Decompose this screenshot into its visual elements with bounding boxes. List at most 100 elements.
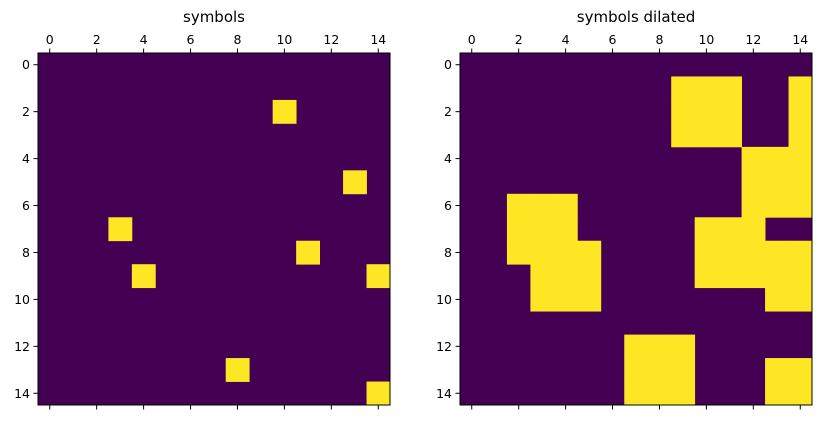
heatmap-cell <box>788 287 813 312</box>
x-tick-label: 2 <box>93 32 101 47</box>
heatmap-cell <box>694 99 719 124</box>
heatmap-cell <box>530 240 555 265</box>
y-tick-label: 0 <box>22 57 30 72</box>
y-tick-label: 8 <box>22 245 30 260</box>
heatmap-cell <box>225 358 250 382</box>
heatmap-cell <box>624 358 649 382</box>
x-tick-label: 6 <box>187 32 195 47</box>
heatmap-cell <box>577 287 602 312</box>
y-tick-label: 2 <box>444 104 452 119</box>
heatmap-cell <box>671 99 696 124</box>
heatmap-cell <box>765 146 789 171</box>
heatmap-cell <box>788 240 813 265</box>
heatmap-cell <box>530 264 555 289</box>
heatmap-cell <box>788 381 813 406</box>
heatmap-cell <box>788 193 813 218</box>
x-tick-label: 4 <box>140 32 148 47</box>
y-tick-label: 4 <box>22 151 30 166</box>
heatmap-cell <box>765 193 789 218</box>
x-tick-label: 14 <box>792 32 808 47</box>
heatmap-cell <box>530 217 555 242</box>
heatmap-cell <box>506 217 531 242</box>
heatmap-cell <box>765 381 789 406</box>
heatmap-cell <box>553 193 578 218</box>
heatmap-cell <box>553 217 578 242</box>
y-tick-label: 4 <box>444 151 452 166</box>
x-tick-label: 8 <box>233 32 241 47</box>
x-tick-label: 12 <box>745 32 761 47</box>
heatmap-cell <box>530 193 555 218</box>
y-tick-label: 6 <box>444 198 452 213</box>
heatmap-background <box>38 53 390 405</box>
heatmap-cell <box>131 264 156 289</box>
x-tick-label: 10 <box>276 32 292 47</box>
chart-title-symbols-dilated: symbols dilated <box>577 8 695 26</box>
y-tick-label: 6 <box>22 198 30 213</box>
heatmap-cell <box>694 123 719 148</box>
heatmap-cell <box>718 99 742 124</box>
heatmap-cell <box>741 240 766 265</box>
y-tick-label: 14 <box>14 386 30 401</box>
heatmap-cell <box>671 76 696 101</box>
heatmap-cell <box>647 358 672 382</box>
heatmap-cell <box>694 264 719 289</box>
heatmap-cell <box>647 334 672 359</box>
heatmap-cell <box>694 76 719 101</box>
heatmap-cell <box>553 287 578 312</box>
heatmap-cell <box>788 99 813 124</box>
heatmap-cell <box>671 358 696 382</box>
heatmap-cell <box>765 170 789 195</box>
heatmap-cell <box>741 193 766 218</box>
heatmap-cell <box>553 264 578 289</box>
heatmap-cell <box>272 99 297 124</box>
y-tick-label: 12 <box>436 339 452 354</box>
x-tick-label: 4 <box>562 32 570 47</box>
x-tick-label: 10 <box>698 32 714 47</box>
y-tick-label: 12 <box>14 339 30 354</box>
chart-title-symbols: symbols <box>183 8 245 26</box>
y-tick-label: 0 <box>444 57 452 72</box>
heatmap-cell <box>765 264 789 289</box>
heatmap-cell <box>671 334 696 359</box>
y-tick-label: 10 <box>436 292 452 307</box>
y-tick-label: 14 <box>436 386 452 401</box>
heatmap-panel-symbols: symbols 0 2 4 6 8 10 12 14 0 2 4 6 8 10 12 14 <box>14 8 391 410</box>
heatmap-cell <box>788 146 813 171</box>
heatmap-cell <box>530 287 555 312</box>
heatmap-cell <box>647 381 672 406</box>
heatmap-cell <box>788 123 813 148</box>
heatmap-cell <box>366 381 391 406</box>
heatmap-cell <box>577 264 602 289</box>
heatmap-cell <box>343 170 367 195</box>
x-tick-label: 2 <box>515 32 523 47</box>
heatmap-cell <box>108 217 133 242</box>
heatmap-cell <box>765 358 789 382</box>
heatmap-cell <box>366 264 391 289</box>
heatmap-cell <box>788 264 813 289</box>
heatmap-cell <box>694 240 719 265</box>
y-tick-label: 8 <box>444 245 452 260</box>
x-tick-label: 12 <box>323 32 339 47</box>
heatmap-cell <box>694 217 719 242</box>
heatmap-cell <box>741 146 766 171</box>
heatmap-cell <box>718 76 742 101</box>
heatmap-cell <box>788 170 813 195</box>
plot-frame <box>459 52 813 406</box>
heatmap-cell <box>506 193 531 218</box>
y-tick-label: 2 <box>22 104 30 119</box>
heatmap-cell <box>788 358 813 382</box>
heatmap-cell <box>741 217 766 242</box>
heatmap-cell <box>718 217 742 242</box>
heatmap-cell <box>624 334 649 359</box>
heatmap-cell <box>671 123 696 148</box>
plot-frame <box>37 52 391 406</box>
heatmap-cell <box>718 123 742 148</box>
x-tick-label: 6 <box>609 32 617 47</box>
heatmap-cell <box>671 381 696 406</box>
heatmap-cell <box>624 381 649 406</box>
heatmap-cell <box>718 240 742 265</box>
x-tick-label: 0 <box>468 32 476 47</box>
heatmap-panel-symbols-dilated: symbols dilated 0 2 4 6 8 10 12 14 0 2 4 6 8 10 12 14 <box>436 8 813 410</box>
x-tick-label: 14 <box>370 32 386 47</box>
